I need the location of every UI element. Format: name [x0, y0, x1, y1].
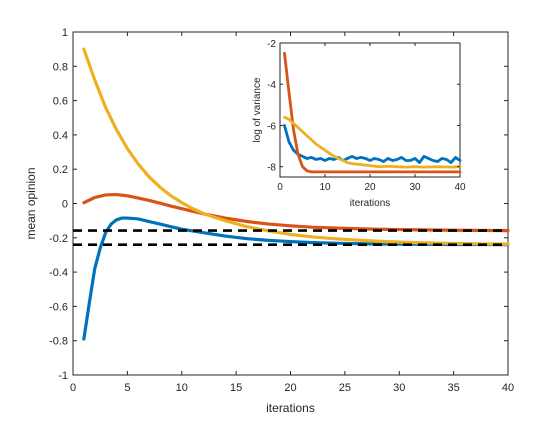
inset-plot: 0 10 20 30 40 -8 -6 -4 -2 iterations log of var… — [252, 39, 466, 209]
inset-y-tick-label: -8 — [267, 163, 276, 174]
inset-series-line-2 — [283, 51, 462, 174]
inset-x-tick-label: 0 — [277, 182, 283, 193]
main-y-tick-label: 0.2 — [53, 164, 68, 176]
main-x-axis-label: iterations — [266, 401, 315, 415]
inset-y-tick-label: -4 — [267, 80, 276, 91]
inset-x-tick-label: 20 — [364, 182, 376, 193]
inset-series-group — [283, 51, 462, 174]
main-y-tick-label: -0.8 — [49, 336, 68, 348]
main-y-tick-label: 0 — [62, 199, 68, 211]
main-x-tick-label: 15 — [230, 382, 242, 394]
main-x-tick-label: 40 — [502, 382, 514, 394]
main-x-tick-label: 10 — [176, 382, 188, 394]
inset-y-tick-label: -6 — [267, 121, 276, 132]
main-y-axis-ticks: -1 -0.8 -0.6 -0.4 -0.2 0 0.2 0.4 0.6 0.8 1 — [49, 27, 508, 382]
main-y-tick-label: -0.4 — [49, 267, 68, 279]
main-y-axis-label: mean opinion — [24, 167, 38, 239]
main-x-tick-label: 35 — [448, 382, 460, 394]
main-y-tick-label: 0.8 — [53, 61, 68, 73]
main-x-tick-label: 5 — [124, 382, 130, 394]
inset-x-tick-label: 30 — [409, 182, 421, 193]
inset-x-axis-label: iterations — [350, 198, 391, 209]
main-y-tick-label: 0.4 — [53, 130, 68, 142]
inset-y-axis-ticks: -8 -6 -4 -2 — [267, 39, 460, 174]
inset-plot-frame — [279, 42, 461, 178]
main-x-tick-label: 20 — [284, 382, 296, 394]
main-y-tick-label: 0.6 — [53, 96, 68, 108]
main-x-tick-label: 25 — [339, 382, 351, 394]
main-x-tick-label: 0 — [70, 382, 76, 394]
main-y-tick-label: -0.2 — [49, 233, 68, 245]
inset-y-tick-label: -2 — [267, 39, 276, 50]
main-x-tick-label: 30 — [393, 382, 405, 394]
main-series-group — [73, 47, 510, 341]
inset-x-tick-label: 10 — [319, 182, 331, 193]
inset-series-line-1 — [283, 124, 462, 164]
inset-x-tick-label: 40 — [454, 182, 466, 193]
inset-series-line-3 — [283, 115, 462, 169]
main-y-tick-label: -1 — [58, 370, 68, 382]
main-y-tick-label: -0.6 — [49, 301, 68, 313]
main-x-axis-ticks: 0 5 10 15 20 25 30 35 40 — [70, 32, 514, 394]
main-y-tick-label: 1 — [62, 27, 68, 39]
inset-x-axis-ticks: 0 10 20 30 40 — [277, 43, 466, 193]
inset-y-axis-label: log of variance — [252, 77, 263, 142]
main-series-line-3 — [82, 47, 510, 246]
